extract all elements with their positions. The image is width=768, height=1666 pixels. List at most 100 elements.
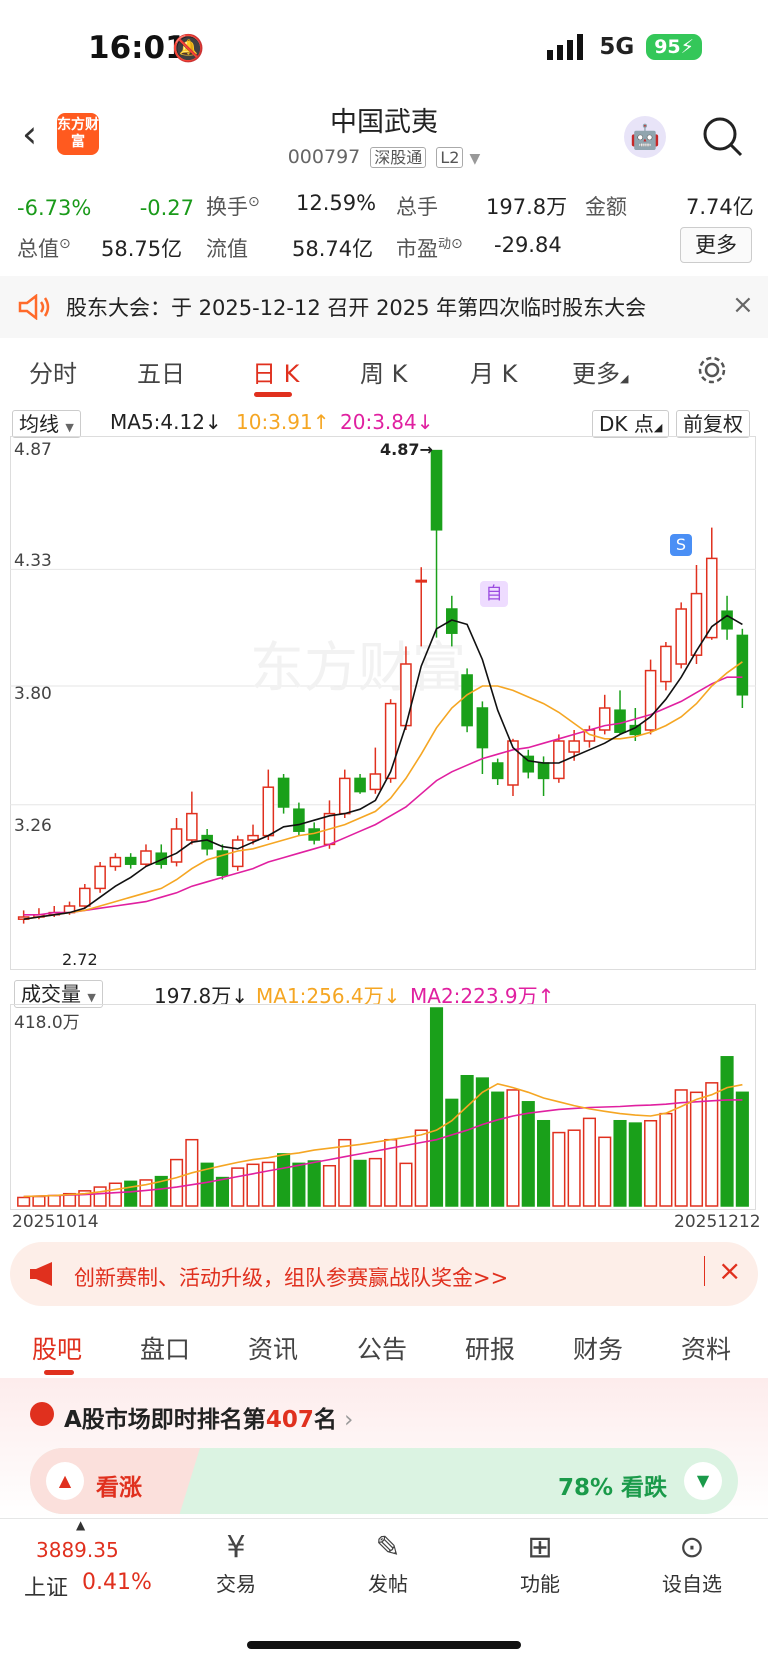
ma-select[interactable]: 均线 ▼ <box>12 408 81 438</box>
sz-connect-tag: 深股通 <box>370 147 427 168</box>
kline-chart-frame[interactable] <box>10 436 756 970</box>
market-rank[interactable]: A股市场即时排名第407名 › <box>64 1400 353 1434</box>
volume-bar <box>705 1082 719 1207</box>
nav-post[interactable]: ✎ 发帖 <box>328 1528 448 1597</box>
back-icon[interactable]: ‹ <box>22 112 38 156</box>
speaker-icon <box>18 294 50 320</box>
stock-code-row[interactable]: 000797 深股通 L2 ▼ <box>0 144 768 168</box>
close-icon[interactable]: × <box>718 1254 742 1287</box>
tab-more-label: 更多 <box>572 360 620 388</box>
volume-chart[interactable] <box>10 1004 756 1210</box>
battery-badge: 95⚡ <box>646 34 702 60</box>
kline-chart[interactable]: 东方财富 <box>10 436 756 970</box>
mcap-label: 总值⊙ <box>17 233 71 263</box>
tab-more[interactable]: 更多◢ <box>572 354 628 389</box>
battery-level: 95 <box>654 36 681 58</box>
tab-guba[interactable]: 股吧 <box>32 1335 83 1364</box>
candle-body <box>690 592 703 656</box>
nav-watchlist[interactable]: ⊙ 设自选 <box>632 1528 752 1597</box>
y-label-2: 4.33 <box>14 551 52 571</box>
notice-text: 股东大会：于 2025-12-12 召开 2025 年第四次临时股东大会 <box>66 296 647 320</box>
vote-down-icon[interactable]: ▼ <box>684 1462 722 1500</box>
promo-banner[interactable] <box>10 1242 758 1306</box>
candle-body <box>231 839 244 868</box>
volume-bar <box>537 1119 551 1207</box>
robot-assistant-icon[interactable]: 🤖 <box>624 116 666 158</box>
mcap-label-text: 总值 <box>17 237 59 261</box>
chevron-down-icon: ▼ <box>87 991 96 1004</box>
tab-announcement[interactable]: 公告 <box>357 1335 408 1364</box>
volume-bar <box>108 1182 122 1207</box>
candle-body <box>124 856 137 865</box>
y-label-low: 3.26 <box>14 816 52 836</box>
tab-news[interactable]: 资讯 <box>248 1335 299 1364</box>
nav-trade[interactable]: ¥ 交易 <box>176 1528 296 1597</box>
tab-monthly-k[interactable]: 月 K <box>470 360 518 388</box>
candle-body <box>186 812 198 841</box>
dk-point-select[interactable]: DK 点◢ <box>592 408 670 438</box>
nav-function[interactable]: ⊞ 功能 <box>480 1528 600 1597</box>
volume-bar <box>154 1175 168 1207</box>
vol-y-label: 418.0万 <box>14 1013 80 1033</box>
nav-post-label: 发帖 <box>368 1572 408 1596</box>
volume-bar <box>674 1089 688 1207</box>
ma20-value: 20:3.84↓ <box>340 410 434 434</box>
adjust-select[interactable]: 前复权 <box>676 408 750 438</box>
volume-bar <box>598 1136 612 1207</box>
vol-ma1-line <box>23 1082 743 1198</box>
tab-weekly-k[interactable]: 周 K <box>360 360 408 388</box>
volume-bar <box>521 1101 535 1207</box>
chevron-down-icon: ◢ <box>653 421 663 434</box>
vote-down-label[interactable]: 78% 看跌 <box>558 1475 668 1501</box>
tab-5day[interactable]: 五日 <box>137 360 185 388</box>
volume-bar <box>368 1157 382 1207</box>
amount-label: 金额 <box>585 195 627 219</box>
tab-intraday[interactable]: 分时 <box>29 360 77 388</box>
tab-pankou[interactable]: 盘口 <box>140 1335 191 1364</box>
info-icon[interactable]: ⊙ <box>451 236 463 252</box>
tab-profile[interactable]: 资料 <box>681 1335 732 1364</box>
vote-up-label[interactable]: 看涨 <box>96 1475 142 1501</box>
candle-body <box>614 709 626 733</box>
stock-name: 中国武夷 <box>330 107 438 138</box>
candle-body <box>94 865 106 890</box>
index-change[interactable]: 0.41% <box>82 1570 152 1595</box>
volume-chart-frame[interactable] <box>10 1004 756 1210</box>
index-value[interactable]: 3889.35 <box>36 1538 119 1562</box>
index-name[interactable]: 上证 <box>24 1576 69 1601</box>
candle-body <box>109 856 122 868</box>
candle-body <box>247 834 259 841</box>
notice-bar[interactable] <box>0 276 768 338</box>
candle-body <box>277 777 290 808</box>
sell-signal-tag[interactable]: S <box>670 534 692 556</box>
candle-body <box>568 740 580 753</box>
watermark-text: 东方财富 <box>250 636 466 699</box>
volume-bar <box>414 1129 428 1207</box>
tab-finance[interactable]: 财务 <box>573 1335 624 1364</box>
self-select-tag[interactable]: 自 <box>480 581 508 607</box>
search-icon[interactable] <box>700 114 744 158</box>
gear-icon[interactable] <box>697 355 727 385</box>
candle-body <box>522 755 535 773</box>
ma20-line <box>23 676 743 916</box>
tab-research[interactable]: 研报 <box>465 1335 516 1364</box>
volume-bar <box>200 1162 214 1207</box>
vol-label: 总手 <box>396 195 438 219</box>
pe-label-text: 市盈 <box>396 237 438 261</box>
candle-body <box>461 674 473 727</box>
volume-bar <box>353 1159 367 1207</box>
more-button[interactable]: 更多 <box>680 227 752 263</box>
close-icon[interactable]: × <box>732 290 754 320</box>
volume-bar <box>62 1192 77 1207</box>
mute-bell-icon: 🔕 <box>172 34 205 64</box>
volume-select[interactable]: 成交量 ▼ <box>14 978 103 1008</box>
volume-bar <box>277 1153 291 1207</box>
vote-up-icon[interactable]: ▲ <box>46 1462 84 1500</box>
app-logo[interactable]: 东方财富 <box>57 113 99 155</box>
candle-body <box>537 762 550 780</box>
nav-watchlist-label: 设自选 <box>662 1572 722 1596</box>
info-icon[interactable]: ⊙ <box>248 194 260 210</box>
candle-body <box>338 777 351 815</box>
info-icon[interactable]: ⊙ <box>59 236 71 252</box>
tab-daily-k[interactable]: 日 K <box>252 360 300 388</box>
